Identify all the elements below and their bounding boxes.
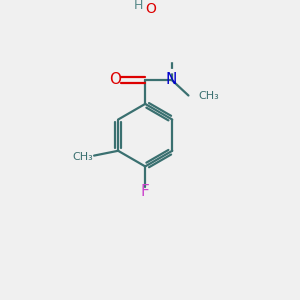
Text: CH₃: CH₃ (72, 152, 93, 162)
Text: H: H (134, 0, 143, 12)
Text: CH₃: CH₃ (198, 91, 219, 100)
Text: O: O (109, 72, 121, 87)
Text: O: O (145, 2, 156, 16)
Text: N: N (166, 72, 177, 87)
Text: F: F (141, 184, 150, 199)
